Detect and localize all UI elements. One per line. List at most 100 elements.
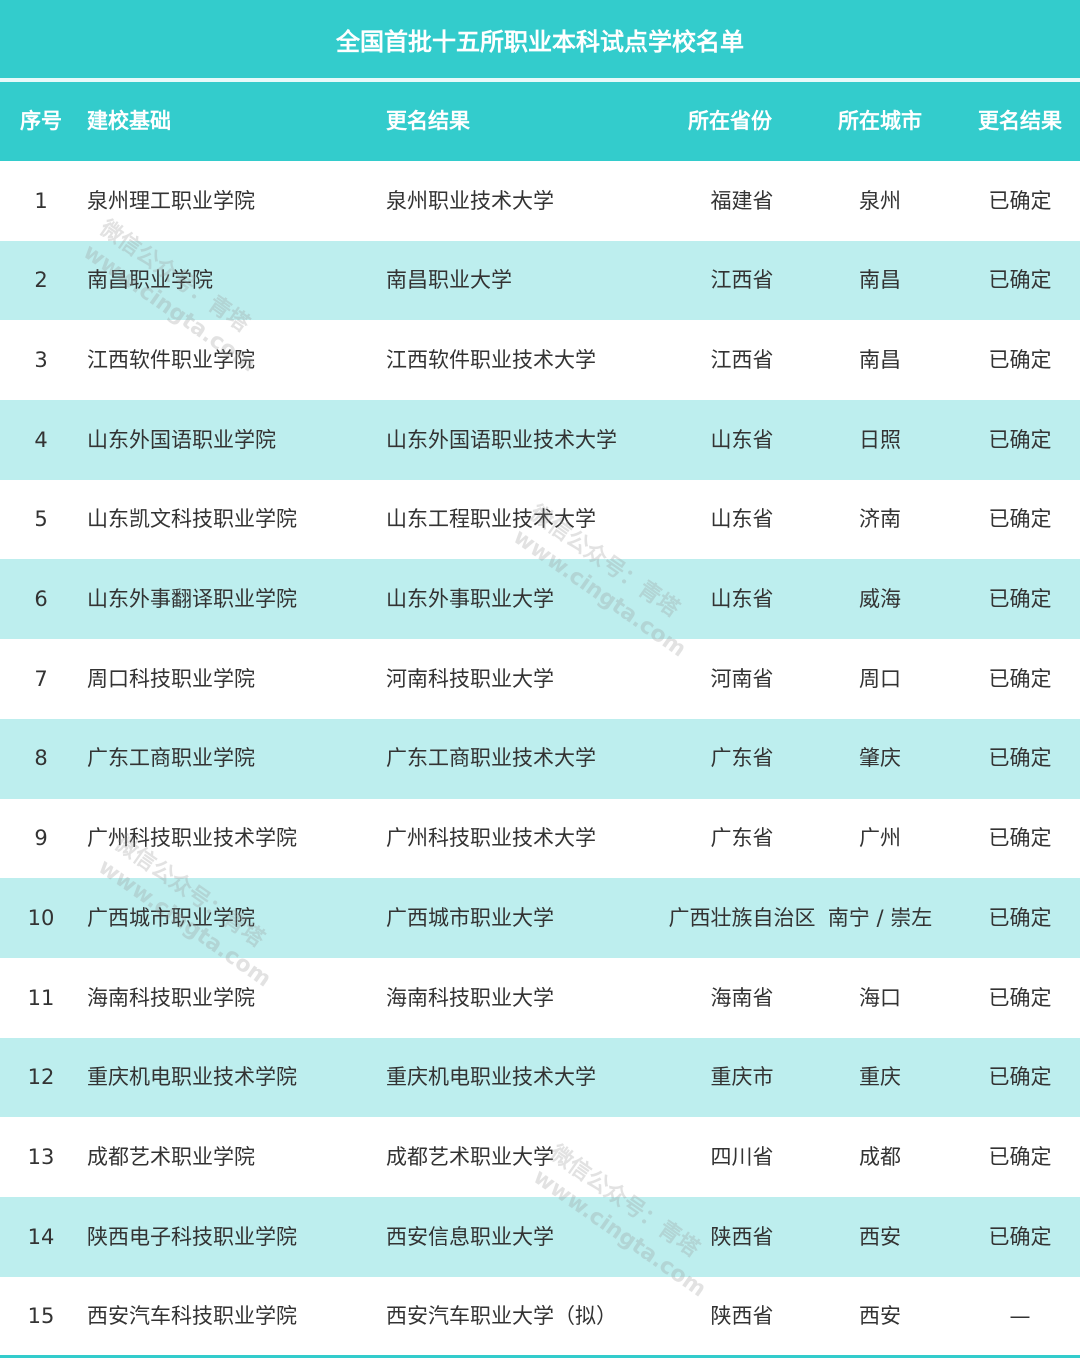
row-province: 广东省 xyxy=(710,826,774,851)
row-base-school: 广州科技职业技术学院 xyxy=(87,826,297,851)
row-status: 已确定 xyxy=(988,666,1052,691)
row-index: 6 xyxy=(34,587,48,612)
row-new-name: 山东工程职业技术大学 xyxy=(386,507,596,532)
row-status: 已确定 xyxy=(988,188,1052,213)
table-row: 8 广东工商职业学院 广东工商职业技术大学 广东省 肇庆 已确定 xyxy=(0,718,1080,799)
row-base-school: 陕西电子科技职业学院 xyxy=(87,1224,297,1249)
table-row: 15 西安汽车科技职业学院 西安汽车职业大学（拟） 陕西省 西安 — xyxy=(0,1277,1080,1357)
row-index: 2 xyxy=(34,268,48,293)
row-city: 重庆 xyxy=(859,1065,901,1090)
table-row: 9 广州科技职业技术学院 广州科技职业技术大学 广东省 广州 已确定 xyxy=(0,799,1080,879)
row-new-name: 广西城市职业大学 xyxy=(386,905,554,930)
row-province: 陕西省 xyxy=(710,1304,774,1329)
row-province: 河南省 xyxy=(710,666,774,691)
row-index: 7 xyxy=(34,666,48,691)
row-status: 已确定 xyxy=(988,1065,1052,1090)
row-index: 15 xyxy=(27,1304,55,1329)
row-province: 福建省 xyxy=(710,188,774,213)
row-city: 日照 xyxy=(859,427,901,452)
row-status: 已确定 xyxy=(988,905,1052,930)
table-row: 4 山东外国语职业学院 山东外国语职业技术大学 山东省 日照 已确定 xyxy=(0,400,1080,480)
row-index: 9 xyxy=(34,826,48,851)
row-new-name: 河南科技职业大学 xyxy=(386,666,554,691)
row-base-school: 泉州理工职业学院 xyxy=(87,188,255,213)
row-index: 5 xyxy=(34,507,48,532)
row-status: — xyxy=(1009,1304,1031,1329)
row-base-school: 广西城市职业学院 xyxy=(87,905,255,930)
row-new-name: 广东工商职业技术大学 xyxy=(386,746,596,771)
row-index: 4 xyxy=(34,427,48,452)
row-city: 广州 xyxy=(859,826,901,851)
row-index: 13 xyxy=(27,1144,55,1169)
row-city: 西安 xyxy=(859,1224,901,1249)
row-index: 10 xyxy=(27,905,55,930)
row-status: 已确定 xyxy=(988,826,1052,851)
row-new-name: 重庆机电职业技术大学 xyxy=(386,1065,596,1090)
table-row: 3 江西软件职业学院 江西软件职业技术大学 江西省 南昌 已确定 xyxy=(0,320,1080,400)
row-new-name: 泉州职业技术大学 xyxy=(386,188,554,213)
row-city: 南昌 xyxy=(859,268,901,293)
row-base-school: 周口科技职业学院 xyxy=(87,666,255,691)
row-index: 14 xyxy=(27,1224,55,1249)
row-province: 江西省 xyxy=(710,348,774,372)
row-base-school: 重庆机电职业技术学院 xyxy=(87,1065,297,1090)
bottom-border xyxy=(0,1355,1080,1358)
row-status: 已确定 xyxy=(988,427,1052,452)
row-status: 已确定 xyxy=(988,507,1052,532)
header-index: 序号 xyxy=(20,109,62,134)
row-base-school: 南昌职业学院 xyxy=(87,268,213,293)
table-body: 1 泉州理工职业学院 泉州职业技术大学 福建省 泉州 已确定 2 南昌职业学院 南昌职业大学 江西… xyxy=(0,161,1080,1356)
row-new-name: 海南科技职业大学 xyxy=(386,985,554,1010)
table-header: 序号 建校基础 更名结果 所在省份 所在城市 更名结果 xyxy=(0,82,1080,161)
table-row: 2 南昌职业学院 南昌职业大学 江西省 南昌 已确定 xyxy=(0,240,1080,321)
row-new-name: 广州科技职业技术大学 xyxy=(386,826,596,851)
row-city: 南昌 xyxy=(859,348,901,372)
table-row: 10 广西城市职业学院 广西城市职业大学 广西壮族自治区 南宁 / 崇左 已确定 xyxy=(0,878,1080,958)
row-new-name: 江西软件职业技术大学 xyxy=(386,348,596,372)
table-row: 14 陕西电子科技职业学院 西安信息职业大学 陕西省 西安 已确定 xyxy=(0,1196,1080,1277)
row-province: 重庆市 xyxy=(710,1065,774,1090)
row-base-school: 广东工商职业学院 xyxy=(87,746,255,771)
row-base-school: 海南科技职业学院 xyxy=(87,985,255,1010)
row-new-name: 南昌职业大学 xyxy=(386,268,512,293)
header-province: 所在省份 xyxy=(688,109,772,134)
row-province: 江西省 xyxy=(710,268,774,293)
row-base-school: 山东外国语职业学院 xyxy=(87,427,276,452)
table-row: 5 山东凯文科技职业学院 山东工程职业技术大学 山东省 济南 已确定 xyxy=(0,480,1080,560)
row-city: 海口 xyxy=(859,985,901,1010)
row-base-school: 成都艺术职业学院 xyxy=(87,1144,255,1169)
row-city: 肇庆 xyxy=(859,746,901,771)
row-index: 8 xyxy=(34,746,48,771)
table-row: 7 周口科技职业学院 河南科技职业大学 河南省 周口 已确定 xyxy=(0,639,1080,719)
row-status: 已确定 xyxy=(988,587,1052,612)
table-row: 6 山东外事翻译职业学院 山东外事职业大学 山东省 威海 已确定 xyxy=(0,559,1080,640)
row-index: 3 xyxy=(34,348,48,372)
table-row: 12 重庆机电职业技术学院 重庆机电职业技术大学 重庆市 重庆 已确定 xyxy=(0,1037,1080,1118)
row-status: 已确定 xyxy=(988,985,1052,1010)
row-index: 1 xyxy=(34,188,48,213)
table-row: 1 泉州理工职业学院 泉州职业技术大学 福建省 泉州 已确定 xyxy=(0,161,1080,241)
row-city: 泉州 xyxy=(859,188,901,213)
row-city: 济南 xyxy=(859,507,901,532)
row-new-name: 山东外国语职业技术大学 xyxy=(386,427,617,452)
row-province: 四川省 xyxy=(710,1144,774,1169)
row-base-school: 山东凯文科技职业学院 xyxy=(87,507,297,532)
row-base-school: 山东外事翻译职业学院 xyxy=(87,587,297,612)
row-new-name: 西安信息职业大学 xyxy=(386,1224,554,1249)
row-new-name: 西安汽车职业大学（拟） xyxy=(386,1304,617,1329)
table-row: 13 成都艺术职业学院 成都艺术职业大学 四川省 成都 已确定 xyxy=(0,1117,1080,1197)
row-city: 成都 xyxy=(859,1144,901,1169)
row-province: 陕西省 xyxy=(710,1224,774,1249)
row-index: 11 xyxy=(27,985,55,1010)
row-new-name: 成都艺术职业大学 xyxy=(386,1144,554,1169)
table-row: 11 海南科技职业学院 海南科技职业大学 海南省 海口 已确定 xyxy=(0,958,1080,1038)
row-new-name: 山东外事职业大学 xyxy=(386,587,554,612)
table-title: 全国首批十五所职业本科试点学校名单 xyxy=(0,0,1080,78)
row-city: 威海 xyxy=(859,587,901,612)
divider xyxy=(0,78,1080,82)
row-status: 已确定 xyxy=(988,1224,1052,1249)
row-city: 西安 xyxy=(859,1304,901,1329)
row-base-school: 西安汽车科技职业学院 xyxy=(87,1304,297,1329)
row-province: 山东省 xyxy=(710,427,774,452)
row-province: 山东省 xyxy=(710,587,774,612)
